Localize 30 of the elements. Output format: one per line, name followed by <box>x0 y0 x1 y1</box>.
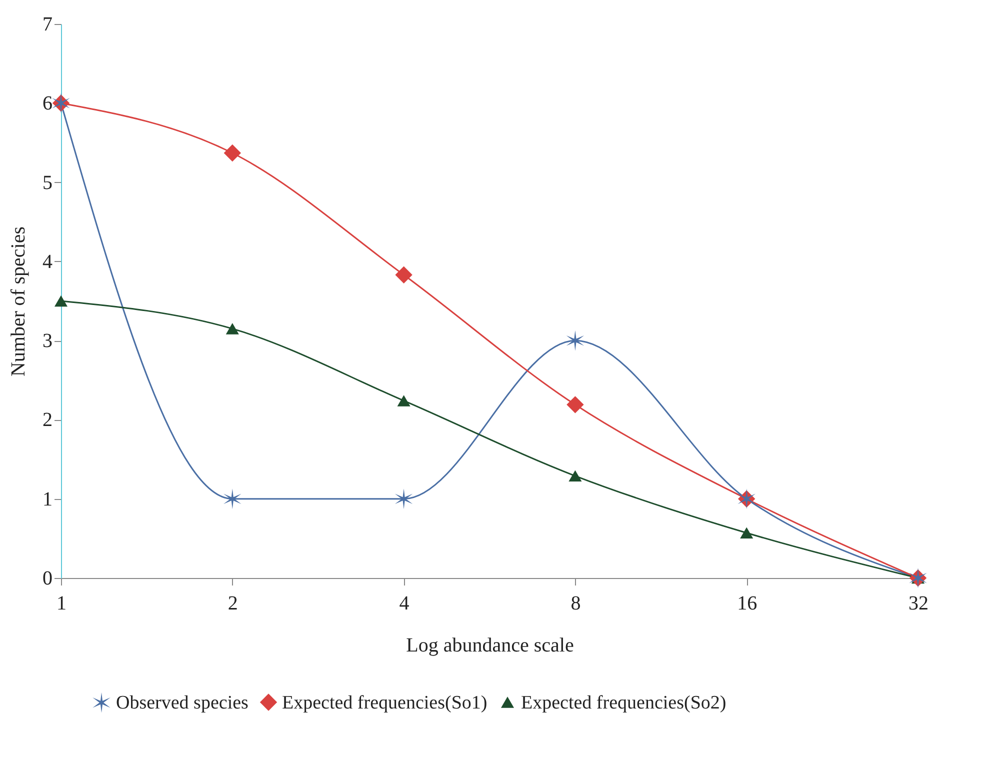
y-axis-title: Number of species <box>8 226 30 376</box>
point <box>566 330 584 351</box>
point <box>395 266 412 284</box>
point <box>54 295 68 307</box>
x-tick-label: 4 <box>399 592 410 614</box>
y-tick-label: 5 <box>42 172 52 194</box>
legend-label: Expected frequencies(So2) <box>521 692 726 714</box>
x-tick-label: 1 <box>56 592 66 614</box>
point <box>226 323 239 334</box>
y-tick-label: 4 <box>42 250 52 273</box>
legend-label: Expected frequencies(So1) <box>282 692 488 714</box>
y-tick-label: 1 <box>42 488 52 510</box>
y-tick-label: 6 <box>42 92 52 115</box>
point <box>566 396 584 414</box>
point <box>394 488 413 510</box>
y-tick-label: 3 <box>42 330 52 352</box>
x-tick-label: 16 <box>737 592 758 614</box>
point <box>568 470 582 482</box>
x-tick-label: 2 <box>228 592 238 614</box>
point <box>224 488 242 510</box>
point <box>740 527 754 539</box>
y-tick-label: 7 <box>42 14 52 36</box>
point <box>397 395 410 406</box>
x-axis-title: Log abundance scale <box>406 634 574 656</box>
x-tick-label: 8 <box>570 592 581 614</box>
y-tick-label: 0 <box>42 568 52 590</box>
point <box>224 144 241 162</box>
x-tick-label: 32 <box>908 592 928 614</box>
y-tick-label: 2 <box>42 409 52 432</box>
legend-label: Observed species <box>116 692 248 714</box>
